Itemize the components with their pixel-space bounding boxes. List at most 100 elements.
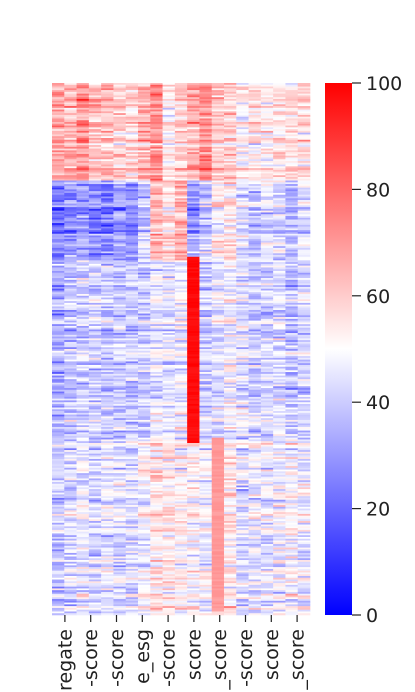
- heatmap-cell: [52, 462, 65, 465]
- heatmap-cell: [211, 203, 225, 206]
- heatmap-cell: [76, 451, 90, 454]
- heatmap-cell: [88, 384, 102, 387]
- heatmap-cell: [187, 400, 200, 403]
- heatmap-cell: [113, 269, 127, 272]
- heatmap-cell: [297, 402, 311, 405]
- heatmap-cell: [150, 148, 163, 151]
- heatmap-cell: [224, 294, 237, 297]
- heatmap-cell: [64, 356, 77, 359]
- heatmap-cell: [162, 288, 176, 291]
- heatmap-cell: [211, 189, 225, 192]
- heatmap-cell: [52, 466, 65, 469]
- heatmap-cell: [113, 159, 127, 162]
- heatmap-cell: [113, 380, 127, 383]
- heatmap-cell: [285, 285, 299, 288]
- heatmap-cell: [273, 173, 286, 176]
- heatmap-cell: [224, 116, 237, 119]
- heatmap-cell: [285, 226, 299, 229]
- heatmap-cell: [297, 208, 311, 211]
- heatmap-cell: [76, 476, 90, 479]
- heatmap-cell: [76, 386, 90, 389]
- heatmap-cell: [224, 242, 237, 245]
- heatmap-cell: [187, 256, 200, 259]
- heatmap-cell: [88, 292, 102, 295]
- heatmap-cell: [125, 357, 139, 360]
- heatmap-cell: [52, 116, 65, 119]
- heatmap-cell: [113, 162, 127, 165]
- heatmap-cell: [150, 370, 163, 373]
- heatmap-cell: [101, 388, 114, 391]
- heatmap-cell: [236, 88, 249, 91]
- heatmap-cell: [199, 178, 213, 181]
- heatmap-cell: [187, 178, 200, 181]
- heatmap-cell: [52, 180, 65, 183]
- heatmap-cell: [113, 272, 127, 275]
- heatmap-cell: [260, 427, 274, 430]
- heatmap-cell: [248, 320, 262, 323]
- heatmap-cell: [224, 251, 237, 254]
- heatmap-cell: [236, 114, 249, 117]
- heatmap-cell: [64, 336, 77, 339]
- heatmap-cell: [199, 155, 213, 158]
- heatmap-cell: [224, 278, 237, 281]
- heatmap-cell: [236, 343, 249, 346]
- heatmap-cell: [187, 171, 200, 174]
- heatmap-cell: [64, 265, 77, 268]
- heatmap-cell: [236, 251, 249, 254]
- heatmap-cell: [113, 405, 127, 408]
- heatmap-cell: [236, 168, 249, 171]
- heatmap-cell: [297, 146, 311, 149]
- heatmap-cell: [101, 356, 114, 359]
- heatmap-cell: [199, 388, 213, 391]
- heatmap-cell: [88, 318, 102, 321]
- heatmap-cell: [260, 490, 274, 493]
- heatmap-cell: [297, 489, 311, 492]
- heatmap-cell: [138, 402, 151, 405]
- heatmap-cell: [211, 175, 225, 178]
- heatmap-cell: [150, 398, 163, 401]
- heatmap-cell: [52, 364, 65, 368]
- heatmap-cell: [273, 178, 286, 181]
- heatmap-cell: [88, 427, 102, 430]
- heatmap-cell: [285, 499, 299, 502]
- heatmap-cell: [248, 207, 262, 210]
- heatmap-cell: [260, 208, 274, 211]
- heatmap-cell: [199, 84, 213, 87]
- heatmap-cell: [138, 349, 151, 352]
- heatmap-cell: [101, 450, 114, 453]
- heatmap-cell: [248, 359, 262, 362]
- heatmap-cell: [248, 255, 262, 258]
- heatmap-cell: [273, 249, 286, 252]
- heatmap-cell: [236, 411, 249, 414]
- heatmap-cell: [162, 432, 176, 435]
- heatmap-cell: [273, 187, 286, 190]
- heatmap-cell: [76, 223, 90, 226]
- heatmap-cell: [273, 325, 286, 329]
- heatmap-cell: [52, 226, 65, 229]
- heatmap-cell: [199, 379, 213, 382]
- heatmap-cell: [236, 356, 249, 359]
- heatmap-cell: [236, 418, 249, 421]
- heatmap-cell: [297, 302, 311, 305]
- heatmap-cell: [138, 279, 151, 282]
- heatmap-cell: [187, 84, 200, 87]
- heatmap-cell: [273, 100, 286, 103]
- heatmap-cell: [273, 460, 286, 463]
- heatmap-cell: [76, 414, 90, 417]
- heatmap-cell: [236, 320, 249, 323]
- heatmap-cell: [113, 180, 127, 183]
- heatmap-cell: [297, 333, 311, 336]
- heatmap-cell: [273, 425, 286, 428]
- heatmap-cell: [88, 258, 102, 261]
- heatmap-cell: [236, 166, 249, 169]
- heatmap-cell: [236, 474, 249, 477]
- heatmap-cell: [138, 176, 151, 180]
- heatmap-cell: [162, 391, 176, 394]
- heatmap-cell: [248, 453, 262, 456]
- heatmap-cell: [64, 473, 77, 476]
- heatmap-cell: [64, 274, 77, 277]
- heatmap-cell: [224, 109, 237, 112]
- heatmap-cell: [150, 171, 163, 174]
- heatmap-cell: [113, 210, 127, 213]
- heatmap-cell: [64, 490, 77, 493]
